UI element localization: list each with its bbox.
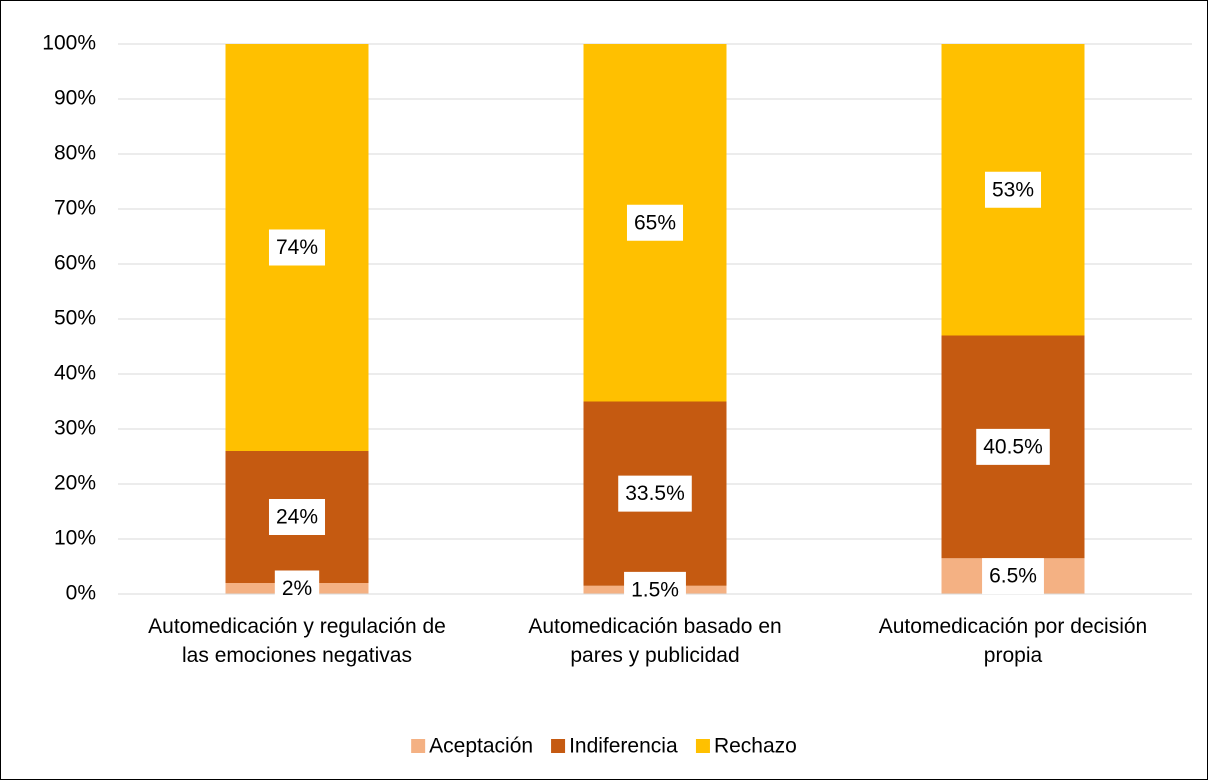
legend-label: Aceptación — [429, 735, 533, 758]
data-label: 74% — [276, 236, 318, 259]
x-tick-label: Automedicación y regulación de las emoci… — [148, 615, 446, 667]
data-label: 33.5% — [625, 482, 685, 505]
legend-label: Rechazo — [714, 735, 797, 758]
legend-swatch — [551, 739, 566, 753]
data-label-bg — [976, 428, 1050, 465]
data-label-bg — [982, 558, 1044, 595]
legend-label: Indiferencia — [569, 735, 678, 758]
y-tick-label: 20% — [54, 472, 96, 495]
x-tick-label: Automedicación por decisión propia — [878, 615, 1148, 667]
data-label: 24% — [276, 506, 318, 529]
y-tick-label: 70% — [54, 197, 96, 220]
data-label-bg — [984, 171, 1042, 208]
data-label-bg — [624, 571, 686, 608]
data-label: 53% — [992, 178, 1034, 201]
data-label-bg — [268, 229, 326, 266]
y-tick-label: 10% — [54, 527, 96, 550]
x-tick-label: Automedicación basado en pares y publici… — [528, 615, 782, 667]
data-label-bg — [268, 499, 326, 535]
data-label: 1.5% — [631, 578, 679, 601]
y-tick-label: 40% — [54, 362, 96, 385]
data-label: 65% — [634, 211, 676, 234]
legend-swatch — [411, 739, 426, 753]
data-label: 2% — [282, 577, 312, 600]
data-label-bg — [274, 570, 320, 607]
y-tick-label: 100% — [42, 32, 96, 55]
y-tick-label: 90% — [54, 87, 96, 110]
data-label: 40.5% — [983, 435, 1043, 458]
y-tick-label: 60% — [54, 252, 96, 275]
legend-swatch — [695, 739, 710, 753]
data-label: 6.5% — [989, 565, 1037, 588]
data-label-bg — [626, 204, 684, 241]
y-tick-label: 0% — [66, 582, 96, 605]
y-tick-label: 80% — [54, 142, 96, 165]
data-label-bg — [618, 475, 692, 512]
y-tick-label: 50% — [54, 307, 96, 330]
y-tick-label: 30% — [54, 417, 96, 440]
